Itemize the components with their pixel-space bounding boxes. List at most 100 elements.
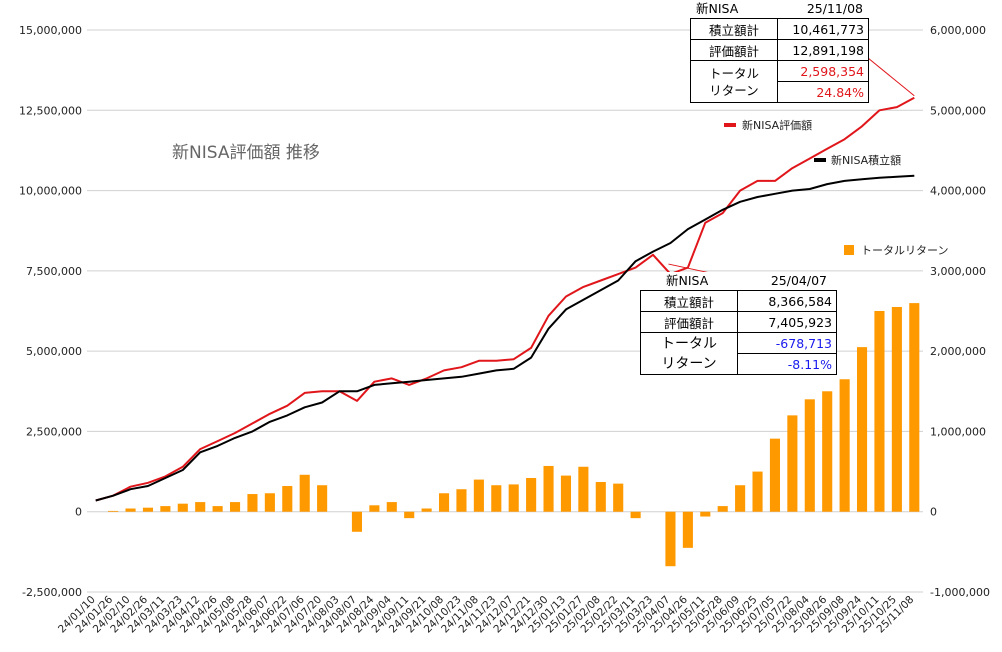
- right-tick-label: 2,000,000: [930, 345, 986, 358]
- annotation-date: 25/04/07: [770, 273, 827, 288]
- annotation-table: 積立額計 8,366,584 評価額計 7,405,923 トータル リターン …: [640, 290, 837, 375]
- left-tick-label: -2,500,000: [22, 586, 82, 599]
- right-tick-label: 1,000,000: [930, 425, 986, 438]
- bar: [508, 484, 519, 512]
- row-value: 12,891,198: [777, 39, 869, 61]
- right-tick-label: 6,000,000: [930, 24, 986, 37]
- bar: [125, 508, 136, 512]
- legend-swatch: [844, 245, 854, 255]
- bar: [456, 489, 467, 512]
- bar: [264, 493, 275, 512]
- left-tick-label: 12,500,000: [19, 104, 82, 117]
- bar: [177, 503, 188, 512]
- left-tick-label: 10,000,000: [19, 185, 82, 198]
- row-label: 評価額計: [690, 39, 778, 61]
- legend-label: 新NISA積立額: [831, 153, 901, 167]
- bar: [438, 493, 450, 512]
- return-pct: 24.84%: [777, 81, 869, 103]
- row-label: 評価額計: [640, 311, 738, 333]
- return-label: トータル リターン: [640, 332, 738, 375]
- left-tick-label: 15,000,000: [19, 24, 82, 37]
- return-pct: -8.11%: [737, 353, 837, 375]
- bar: [369, 505, 380, 512]
- bar: [839, 379, 850, 512]
- annotation-header: 新NISA 25/04/07: [640, 272, 837, 290]
- bar: [752, 471, 763, 512]
- legend-label: 新NISA評価額: [742, 118, 812, 132]
- bar: [421, 508, 432, 512]
- bar: [613, 483, 624, 512]
- lines: [95, 96, 915, 502]
- annotation-date: 25/11/08: [806, 1, 863, 16]
- bars: [108, 303, 920, 567]
- bar: [160, 506, 171, 512]
- bar: [769, 438, 781, 512]
- row-label: 積立額計: [690, 18, 778, 40]
- series-line: [95, 174, 915, 502]
- bar: [526, 477, 537, 512]
- bar: [595, 482, 606, 512]
- bar: [665, 511, 676, 567]
- right-tick-label: 4,000,000: [930, 185, 986, 198]
- right-tick-label: 0: [930, 506, 937, 519]
- bar: [700, 511, 711, 517]
- series-line: [95, 96, 915, 502]
- annotation-box-low: 新NISA 25/04/07 積立額計 8,366,584 評価額計 7,405…: [640, 272, 837, 375]
- row-value: 7,405,923: [737, 311, 837, 333]
- bar: [682, 511, 693, 548]
- bar: [142, 507, 154, 512]
- bar: [404, 511, 415, 519]
- bar: [351, 511, 363, 532]
- legend-swatch: [724, 123, 736, 127]
- right-tick-label: 3,000,000: [930, 265, 986, 278]
- row-value: 10,461,773: [777, 18, 869, 40]
- bar: [543, 465, 554, 512]
- bar: [473, 479, 484, 512]
- bar: [909, 303, 920, 512]
- bar: [787, 415, 798, 512]
- return-label: トータル リターン: [690, 60, 778, 103]
- bar: [735, 485, 746, 512]
- bar: [891, 306, 902, 512]
- bar: [386, 502, 397, 512]
- right-axis-ticks: -1,000,000 0 1,000,000 2,000,000 3,000,000 4,…: [930, 24, 990, 599]
- left-tick-label: 5,000,000: [26, 345, 82, 358]
- bar: [717, 506, 728, 512]
- row-label: 積立額計: [640, 290, 738, 312]
- bar: [282, 486, 293, 512]
- annotation-header: 新NISA 25/11/08: [690, 0, 869, 18]
- bar: [578, 466, 589, 512]
- bar: [874, 311, 885, 512]
- left-tick-label: 7,500,000: [26, 265, 82, 278]
- grid: [87, 29, 923, 593]
- annotation-table: 積立額計 10,461,773 評価額計 12,891,198 トータル リター…: [690, 18, 869, 103]
- bar: [229, 502, 241, 512]
- bar: [195, 502, 206, 512]
- bar: [804, 399, 815, 512]
- row-value: 8,366,584: [737, 290, 837, 312]
- bar: [108, 510, 119, 512]
- bar: [822, 391, 833, 512]
- return-value: 2,598,354: [777, 60, 869, 82]
- left-axis-ticks: -2,500,000 0 2,500,000 5,000,000 7,500,000 10…: [19, 24, 82, 599]
- return-value: -678,713: [737, 332, 837, 354]
- bar: [212, 506, 223, 512]
- left-tick-label: 0: [75, 506, 82, 519]
- bar: [247, 494, 258, 512]
- bar: [630, 511, 641, 519]
- legend-label: トータルリターン: [861, 244, 948, 257]
- annotation-leader: [867, 57, 915, 97]
- legend-swatch: [814, 158, 826, 162]
- chart-title: 新NISA評価額 推移: [172, 143, 320, 163]
- bar: [317, 485, 328, 512]
- bar: [491, 485, 502, 512]
- annotation-label: 新NISA: [666, 273, 709, 288]
- left-tick-label: 2,500,000: [26, 425, 82, 438]
- right-tick-label: -1,000,000: [930, 586, 990, 599]
- x-axis-ticks: 24/01/1024/01/2624/02/1024/02/2624/03/11…: [56, 593, 916, 635]
- bar: [299, 474, 310, 512]
- annotation-box-latest: 新NISA 25/11/08 積立額計 10,461,773 評価額計 12,8…: [690, 0, 869, 103]
- annotation-label: 新NISA: [696, 1, 739, 16]
